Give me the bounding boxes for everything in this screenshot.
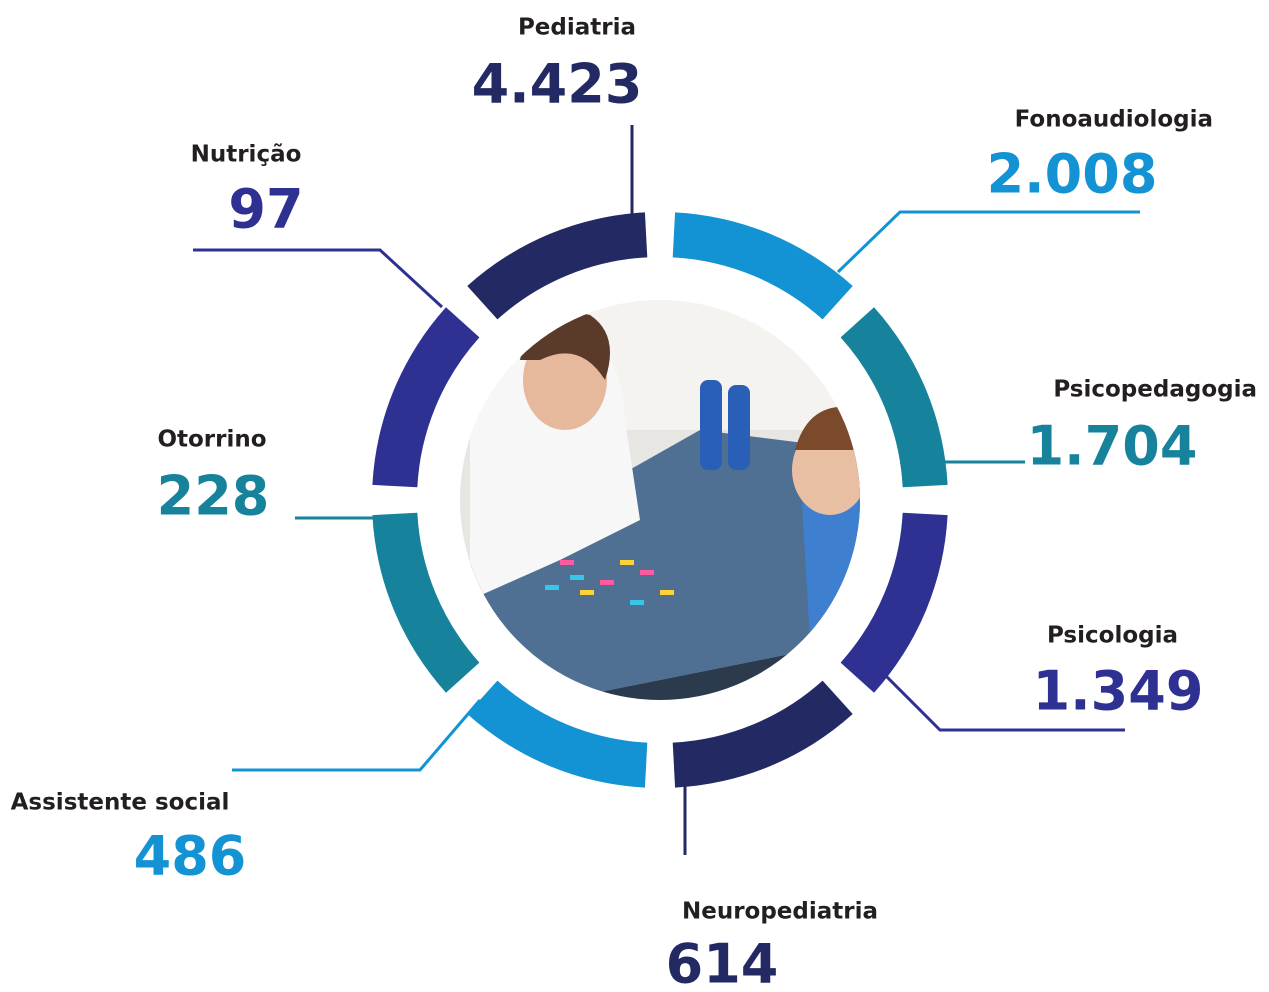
item-label: Psicologia [1047, 623, 1178, 649]
ring-segment [372, 513, 479, 693]
ring-segment [841, 513, 948, 693]
ring-segment [841, 307, 948, 487]
item-value: 4.423 [472, 53, 643, 116]
item-value: 614 [666, 933, 779, 992]
leader-line [232, 700, 480, 770]
ring-segment [673, 212, 853, 319]
item-value: 2.008 [987, 143, 1158, 206]
ring-segment [673, 681, 853, 788]
item-value: 1.349 [1033, 660, 1204, 723]
item-label: Psicopedagogia [1053, 377, 1257, 403]
item-value: 97 [228, 178, 303, 241]
ring-segment [467, 212, 647, 319]
item-label: Assistente social [11, 790, 230, 816]
item-value: 228 [157, 465, 270, 528]
infographic: Pediatria 4.423 Fonoaudiologia 2.008 Psicope… [0, 0, 1269, 992]
item-value: 1.704 [1027, 415, 1198, 478]
item-label: Otorrino [157, 427, 266, 453]
item-value: 486 [134, 825, 247, 888]
item-label: Pediatria [518, 15, 636, 41]
photo [460, 300, 870, 700]
ring-segment [372, 307, 479, 487]
ring-segment [467, 681, 647, 788]
item-label: Fonoaudiologia [1015, 107, 1213, 133]
item-label: Nutrição [191, 142, 302, 168]
item-label: Neuropediatria [682, 899, 878, 925]
leader-line [838, 212, 1140, 272]
leader-line [193, 250, 442, 307]
